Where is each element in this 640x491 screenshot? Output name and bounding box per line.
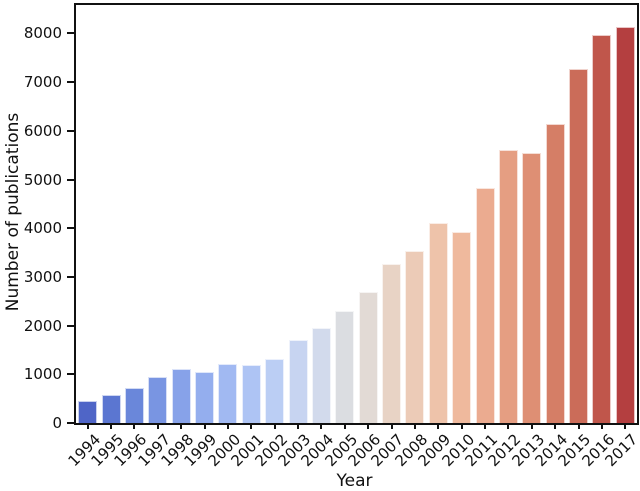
y-tick-label-6000: 6000 — [23, 121, 62, 140]
bar-1998 — [171, 369, 191, 423]
plot-area — [74, 3, 639, 425]
x-tick-mark-2003 — [297, 423, 300, 429]
bar-2008 — [405, 251, 425, 423]
y-tick-mark-2000 — [67, 324, 74, 327]
y-tick-label-5000: 5000 — [23, 170, 62, 189]
bar-2003 — [288, 340, 308, 423]
bar-1994 — [78, 401, 98, 423]
bar-2002 — [265, 359, 285, 423]
x-tick-mark-1998 — [180, 423, 183, 429]
x-tick-mark-2011 — [484, 423, 487, 429]
x-tick-mark-2009 — [437, 423, 440, 429]
bar-2001 — [241, 365, 261, 423]
y-tick-label-2000: 2000 — [23, 316, 62, 335]
x-tick-mark-2014 — [554, 423, 557, 429]
y-tick-mark-7000 — [67, 81, 74, 84]
x-tick-mark-1996 — [133, 423, 136, 429]
x-tick-mark-2012 — [507, 423, 510, 429]
x-tick-mark-2016 — [600, 423, 603, 429]
x-tick-mark-2000 — [226, 423, 229, 429]
bar-2007 — [382, 264, 402, 423]
x-tick-mark-1994 — [86, 423, 89, 429]
bar-2012 — [498, 150, 518, 423]
y-tick-mark-8000 — [67, 32, 74, 35]
x-tick-mark-1997 — [156, 423, 159, 429]
bar-2005 — [335, 311, 355, 423]
x-tick-mark-2013 — [530, 423, 533, 429]
x-tick-mark-2005 — [343, 423, 346, 429]
bar-2017 — [615, 27, 635, 423]
bar-2004 — [311, 328, 331, 423]
bar-2006 — [358, 292, 378, 423]
x-tick-mark-2017 — [624, 423, 627, 429]
y-tick-mark-3000 — [67, 275, 74, 278]
bar-2015 — [569, 69, 589, 423]
y-tick-label-1000: 1000 — [23, 365, 62, 384]
bar-1997 — [148, 377, 168, 423]
y-tick-mark-6000 — [67, 129, 74, 132]
x-tick-mark-2008 — [413, 423, 416, 429]
bar-2010 — [452, 232, 472, 423]
x-tick-mark-2010 — [460, 423, 463, 429]
x-tick-mark-2006 — [367, 423, 370, 429]
bar-1996 — [124, 388, 144, 423]
bar-2009 — [428, 223, 448, 423]
y-tick-mark-0 — [67, 422, 74, 424]
y-tick-mark-1000 — [67, 373, 74, 376]
y-tick-label-7000: 7000 — [23, 73, 62, 92]
y-tick-label-3000: 3000 — [23, 267, 62, 286]
y-tick-mark-4000 — [67, 227, 74, 230]
x-tick-mark-2015 — [577, 423, 580, 429]
x-tick-mark-2004 — [320, 423, 323, 429]
bar-1999 — [195, 372, 215, 423]
y-tick-mark-5000 — [67, 178, 74, 181]
bar-1995 — [101, 395, 121, 423]
x-tick-mark-2007 — [390, 423, 393, 429]
y-tick-label-8000: 8000 — [23, 24, 62, 43]
bar-2013 — [522, 153, 542, 423]
y-tick-label-4000: 4000 — [23, 219, 62, 238]
bar-2014 — [545, 124, 565, 423]
bar-2011 — [475, 188, 495, 423]
bar-2016 — [592, 35, 612, 423]
x-tick-mark-1999 — [203, 423, 206, 429]
y-tick-label-0: 0 — [52, 414, 62, 432]
bar-2000 — [218, 364, 238, 423]
x-tick-mark-2002 — [273, 423, 276, 429]
x-tick-mark-2001 — [250, 423, 253, 429]
x-axis-label: Year — [336, 471, 373, 491]
x-tick-mark-1995 — [110, 423, 113, 429]
